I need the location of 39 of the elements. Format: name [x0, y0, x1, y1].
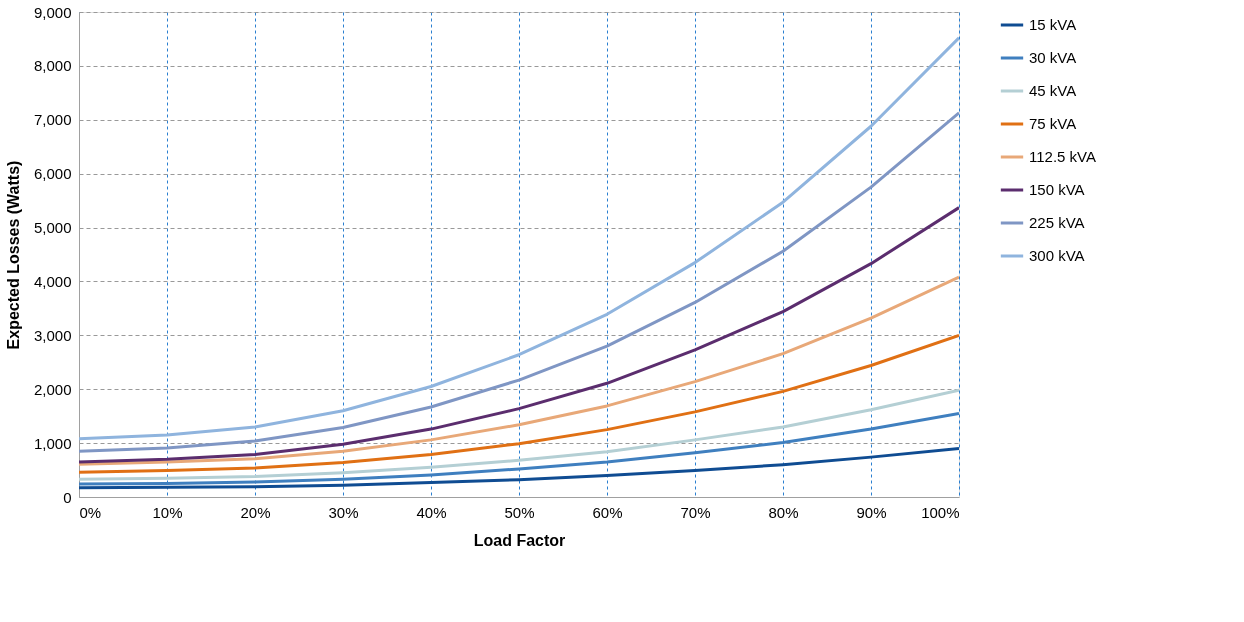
y-tick-label: 1,000 [33, 434, 72, 452]
y-tick-label: 3,000 [33, 326, 72, 344]
x-tick-label: 50% [504, 503, 535, 521]
line-series [79, 388, 959, 481]
legend-label: 30 kVA [1029, 49, 1077, 66]
legend-label: 75 kVA [1029, 115, 1077, 132]
line-series [79, 275, 959, 466]
y-tick-label: 9,000 [33, 3, 72, 21]
legend-label: 150 kVA [1029, 181, 1085, 198]
line-series [79, 411, 959, 486]
line-series [79, 111, 959, 453]
y-tick-label: 7,000 [33, 111, 72, 129]
legend-label: 45 kVA [1029, 82, 1077, 99]
x-tick-label: 90% [856, 503, 887, 521]
legend-label: 15 kVA [1029, 16, 1077, 33]
x-tick-label: 0% [79, 503, 102, 521]
y-tick-label: 4,000 [33, 272, 72, 290]
y-tick-label: 5,000 [33, 219, 72, 237]
x-axis-title: Load Factor [473, 531, 566, 549]
line-series [79, 206, 959, 464]
x-tick-label: 20% [240, 503, 271, 521]
line-series [79, 447, 959, 490]
line-series [79, 36, 959, 441]
legend-label: 225 kVA [1029, 214, 1085, 231]
y-tick-label: 8,000 [33, 57, 72, 75]
y-axis-title: Expected Losses (Watts) [4, 160, 22, 350]
x-tick-label: 70% [680, 503, 711, 521]
legend-label: 300 kVA [1029, 247, 1085, 264]
y-tick-label: 0 [63, 488, 72, 506]
legend-label: 112.5 kVA [1029, 148, 1096, 165]
x-tick-label: 30% [328, 503, 359, 521]
line-series [79, 333, 959, 474]
x-tick-label: 100% [921, 503, 960, 521]
y-tick-label: 6,000 [33, 165, 72, 183]
x-tick-label: 40% [416, 503, 447, 521]
x-tick-label: 80% [768, 503, 799, 521]
x-tick-label: 10% [152, 503, 183, 521]
y-tick-label: 2,000 [33, 380, 72, 398]
x-tick-label: 60% [592, 503, 623, 521]
